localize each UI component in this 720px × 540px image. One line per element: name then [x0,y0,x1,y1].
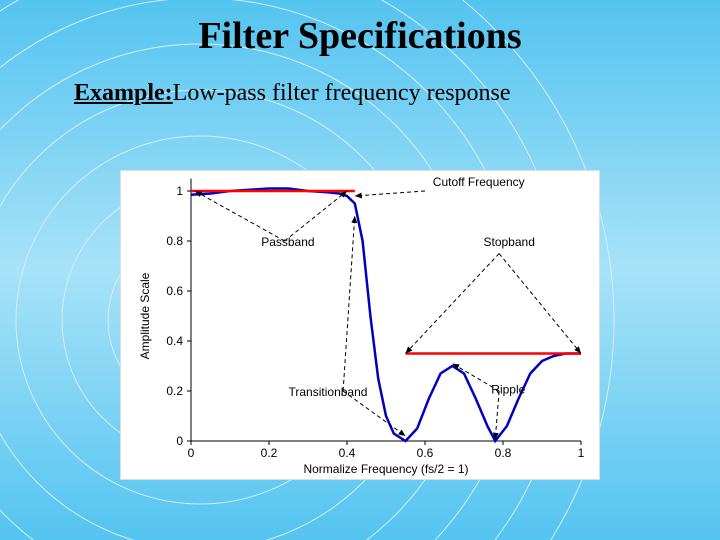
annotation-line [495,391,499,440]
annotation-line [499,254,581,354]
stopband-label: Stopband [484,235,535,249]
y-tick-label: 0.4 [166,334,183,348]
frequency-response-chart: 0 0.2 0.4 0.6 0.8 1 0 0.2 0.4 0.6 0.8 1 Normalize Fr… [120,170,600,480]
page-subtitle: Example:Low-pass filter frequency respon… [74,80,511,107]
subtitle-rest: Low-pass filter frequency response [173,80,511,106]
y-tick-label: 0.2 [166,384,183,398]
x-axis-label: Normalize Frequency (fs/2 = 1) [303,462,468,476]
cutoff-label: Cutoff Frequency [433,175,525,189]
annotation-line [452,364,499,392]
x-tick-label: 0.8 [495,446,512,460]
annotation-line [195,191,285,241]
passband-label: Passband [261,235,314,249]
page-title: Filter Specifications [0,14,720,58]
y-axis-label: Amplitude Scale [138,272,152,359]
y-tick-label: 0.8 [166,234,183,248]
annotation-line [355,191,425,196]
annotation-line [343,216,355,391]
chart-svg: 0 0.2 0.4 0.6 0.8 1 0 0.2 0.4 0.6 0.8 1 Normalize Fr… [121,171,601,481]
x-tick-label: 0.2 [261,446,278,460]
blue-response-curve [191,189,581,442]
x-tick-label: 0.6 [417,446,434,460]
subtitle-lead: Example: [74,80,173,106]
transition-label: Transitionband [289,385,368,399]
x-tick-label: 1 [578,446,585,460]
x-tick-label: 0.4 [339,446,356,460]
annotation-line [406,254,500,354]
y-tick-label: 1 [176,184,183,198]
annotation-line [285,191,347,241]
y-tick-label: 0.6 [166,284,183,298]
y-tick-label: 0 [176,434,183,448]
x-tick-label: 0 [188,446,195,460]
